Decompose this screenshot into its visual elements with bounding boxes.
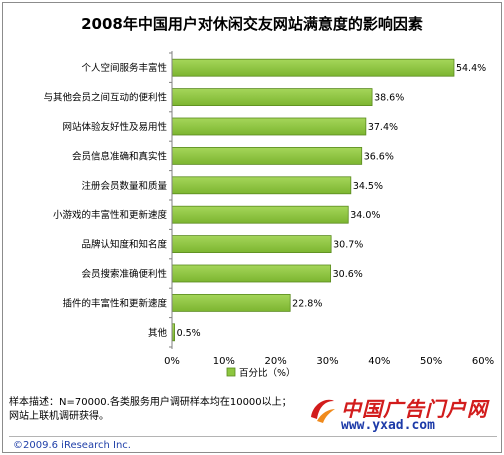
category-label: 会员信息准确和真实性 — [72, 150, 168, 162]
bar — [171, 117, 367, 136]
value-label: 30.7% — [333, 240, 363, 251]
value-label: 37.4% — [368, 122, 398, 133]
bar — [171, 88, 373, 106]
value-label: 0.5% — [177, 328, 201, 339]
category-label: 其他 — [148, 327, 168, 339]
x-tick-label: 50% — [420, 356, 442, 367]
category-label: 品牌认知度和知名度 — [81, 239, 167, 251]
legend-swatch — [226, 367, 236, 377]
bar — [171, 264, 332, 283]
value-label: 34.5% — [353, 181, 383, 192]
watermark-url: www.yxad.com — [341, 418, 435, 433]
x-tick-label: 60% — [472, 356, 494, 367]
bar — [171, 58, 455, 77]
value-label: 30.6% — [333, 269, 363, 280]
category-label: 插件的丰富性和更新速度 — [62, 297, 167, 309]
notes-line-1: 样本描述：N=70000.各类服务用户调研样本均在10000以上； — [9, 397, 292, 408]
category-label: 注册会员数量和质量 — [81, 180, 167, 192]
value-label: 22.8% — [292, 298, 322, 309]
bar-chart: 个人空间服务丰富性与其他会员之间互动的便利性网站体验友好性及易用性会员信息准确和… — [43, 51, 494, 379]
watermark-name: 中国广告门户网 — [341, 397, 488, 421]
watermark: 中国广告门户网 www.yxad.com — [303, 391, 497, 435]
x-tick-label: 0% — [164, 356, 180, 367]
sample-notes: 样本描述：N=70000.各类服务用户调研样本均在10000以上； 网站上联机调… — [9, 396, 497, 424]
footer-divider — [9, 436, 497, 437]
x-tick-label: 40% — [368, 356, 390, 367]
value-label: 34.0% — [350, 210, 380, 221]
value-label: 36.6% — [364, 151, 394, 162]
category-label: 小游戏的丰富性和更新速度 — [53, 209, 168, 221]
bar — [171, 146, 363, 165]
category-label: 个人空间服务丰富性 — [81, 62, 167, 74]
legend-label: 百分比（%） — [239, 367, 296, 379]
value-label: 54.4% — [456, 63, 486, 74]
notes-line-2: 网站上联机调研获得。 — [9, 411, 109, 422]
category-label: 与其他会员之间互动的便利性 — [43, 92, 167, 104]
bar — [171, 176, 352, 195]
category-label: 网站体验友好性及易用性 — [62, 121, 167, 133]
x-tick-label: 30% — [316, 356, 338, 367]
bar — [171, 293, 291, 312]
category-label: 会员搜索准确便利性 — [81, 268, 167, 280]
x-tick-label: 20% — [265, 356, 287, 367]
bar — [171, 205, 349, 224]
bar — [171, 235, 332, 254]
x-tick-label: 10% — [213, 356, 235, 367]
watermark-logo-icon — [311, 399, 335, 423]
chart-title: 2008年中国用户对休闲交友网站满意度的影响因素 — [81, 15, 423, 33]
value-label: 38.6% — [374, 93, 404, 104]
copyright: ©2009.6 iResearch Inc. — [13, 440, 131, 451]
